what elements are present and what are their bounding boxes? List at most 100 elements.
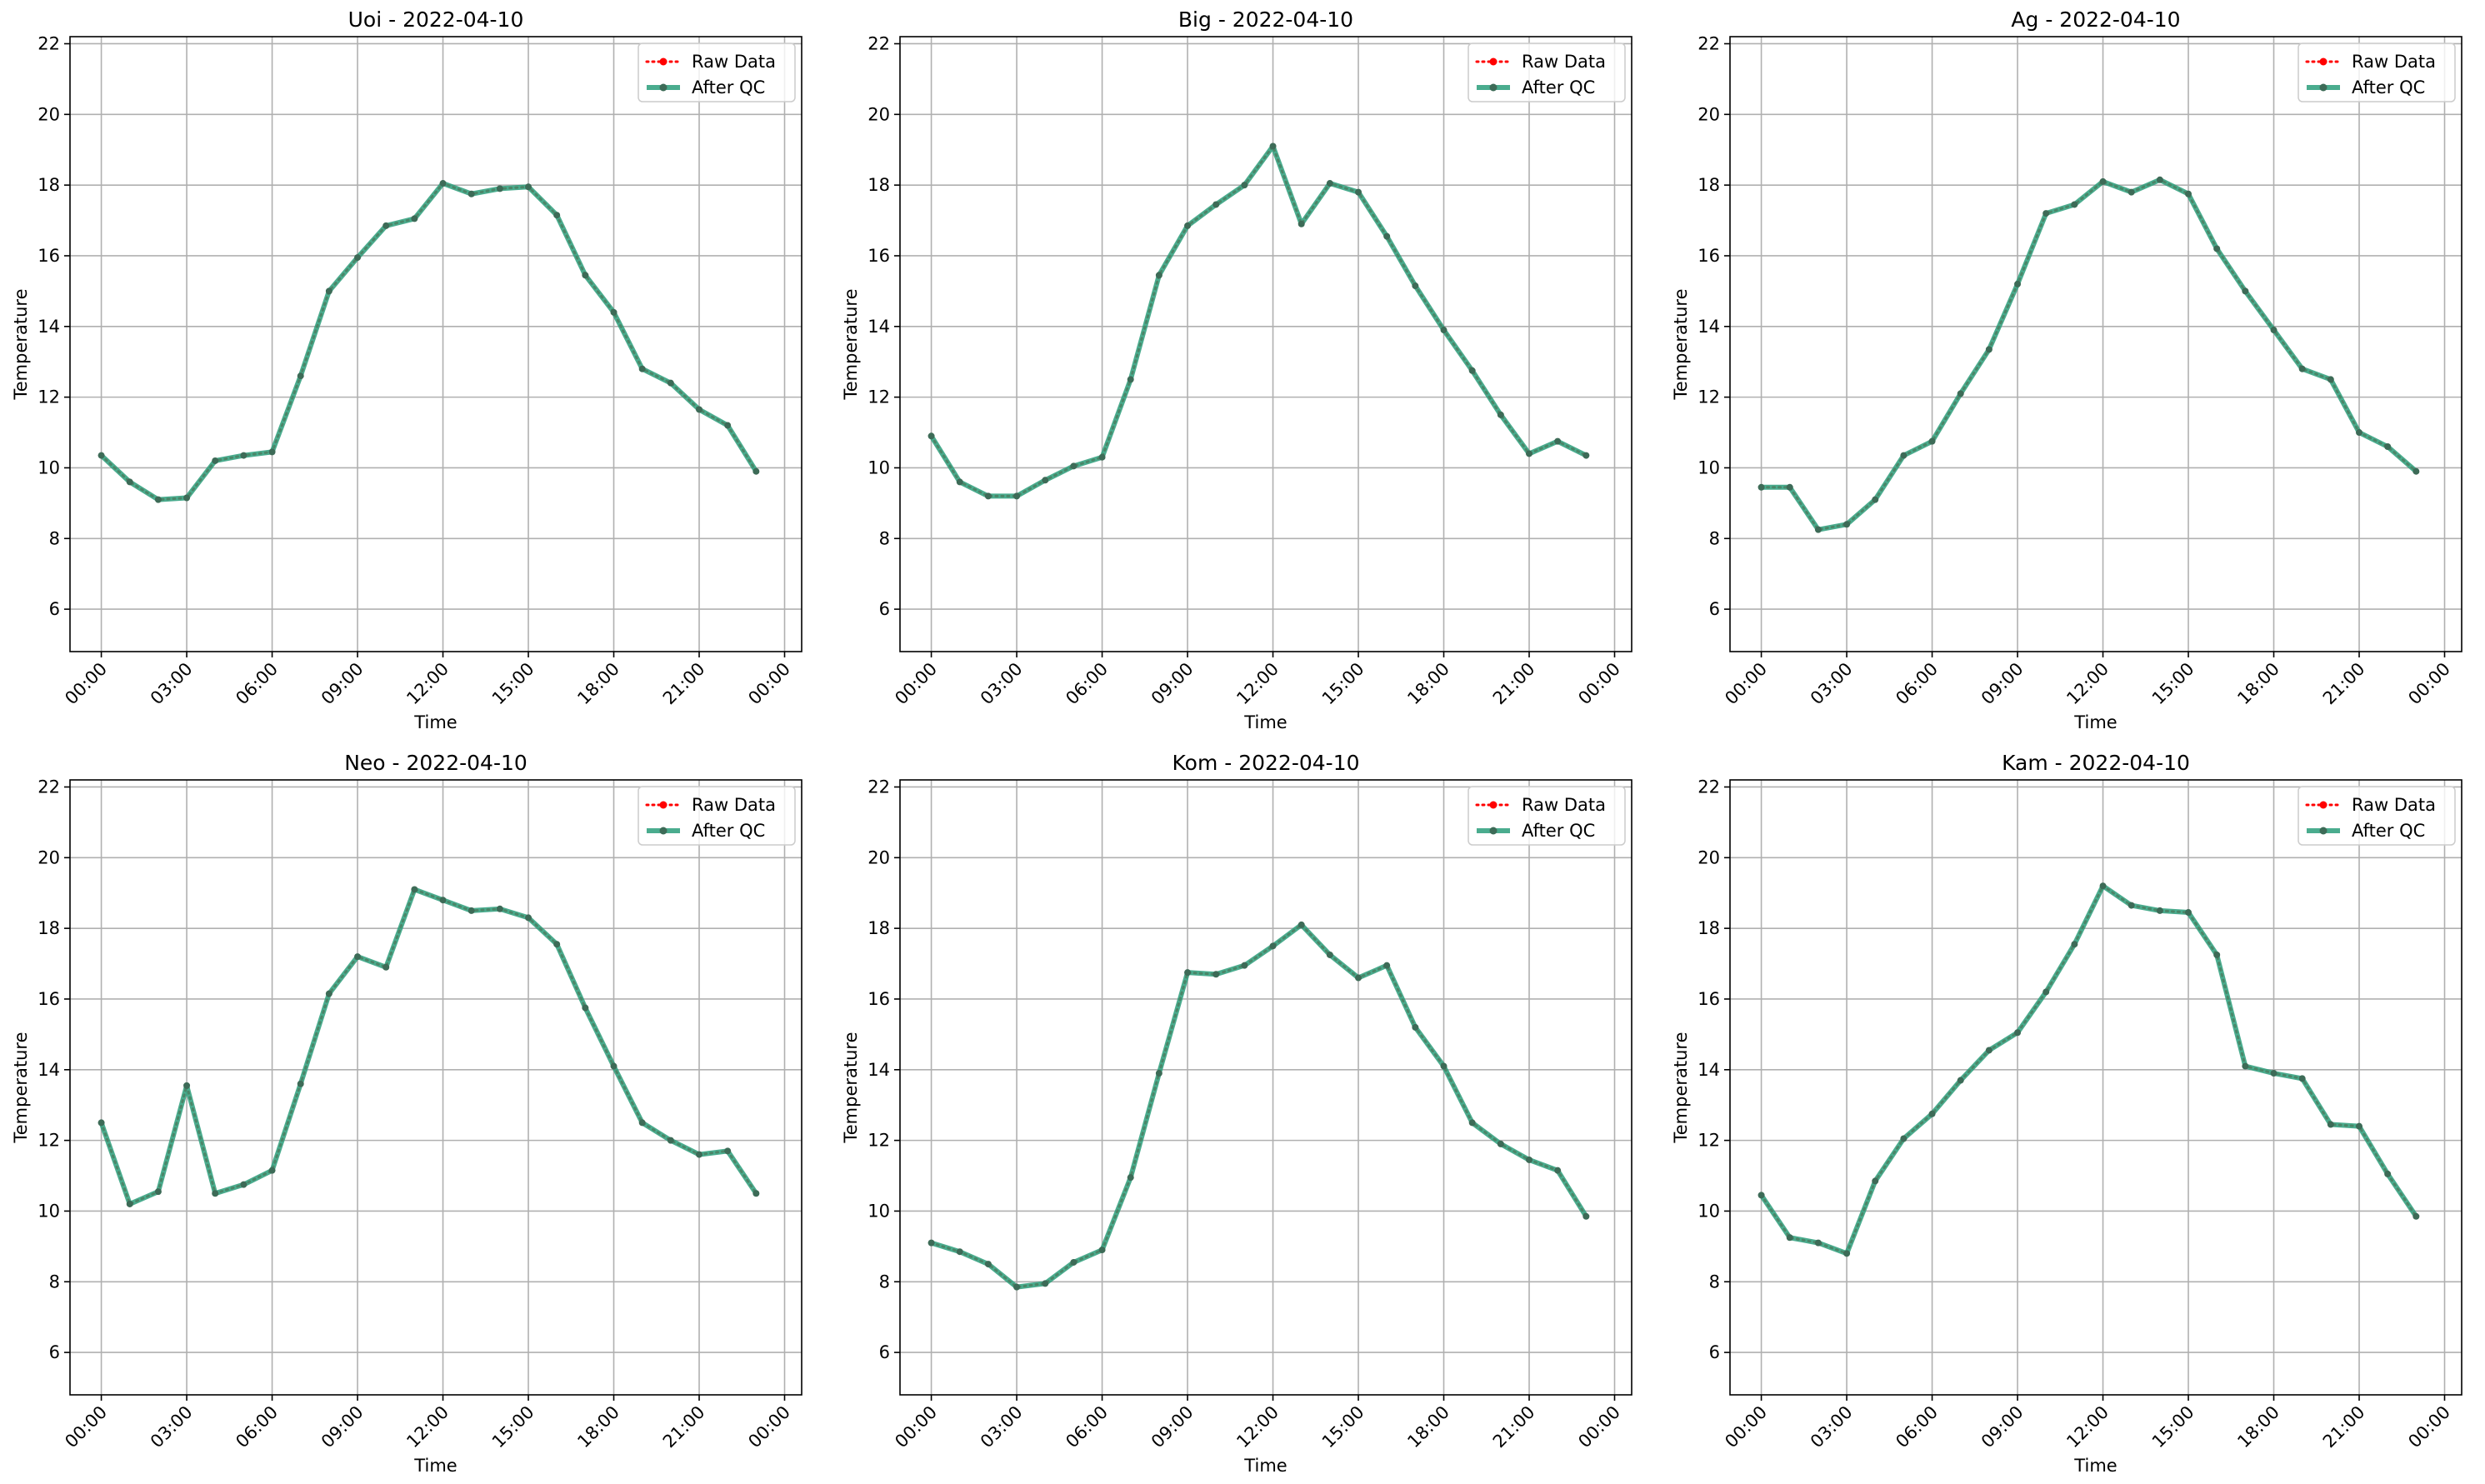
after-qc-point xyxy=(1383,962,1391,969)
y-tick-label: 6 xyxy=(879,599,890,619)
after-qc-point xyxy=(1155,272,1162,279)
x-tick-label: 06:00 xyxy=(1892,659,1942,709)
x-tick-label: 00:00 xyxy=(891,659,941,709)
y-tick-label: 20 xyxy=(38,847,60,867)
subplot-5: 6 8 10 12 14 16 18 20 22 00:00 03:00 06:00 09:00 12:0… xyxy=(1671,751,2462,1476)
y-tick-label: 22 xyxy=(868,777,890,797)
legend-qc-marker xyxy=(1489,827,1498,835)
legend-qc-label: After QC xyxy=(692,77,765,97)
legend: Raw Data After QC xyxy=(638,42,796,102)
plot-frame xyxy=(69,36,802,652)
x-tick-label: 09:00 xyxy=(318,659,368,709)
x-tick-label: 15:00 xyxy=(488,659,538,709)
after-qc-point xyxy=(212,457,219,464)
legend-qc-label: After QC xyxy=(1522,821,1595,841)
x-tick-label: 09:00 xyxy=(1148,659,1198,709)
after-qc-point xyxy=(1957,390,1964,397)
x-tick-label: 15:00 xyxy=(2148,659,2198,709)
legend-raw-marker xyxy=(659,801,668,809)
chart-title: Uoi - 2022-04-10 xyxy=(348,7,524,32)
after-qc-point xyxy=(1212,971,1220,978)
y-tick-label: 20 xyxy=(868,104,890,124)
after-qc-point xyxy=(1928,437,1936,445)
raw-data-line xyxy=(930,143,1588,497)
legend-raw-label: Raw Data xyxy=(2352,52,2436,72)
after-qc-point xyxy=(1355,188,1362,196)
after-qc-point xyxy=(2356,429,2363,437)
after-qc-point xyxy=(1900,1135,1908,1142)
after-qc-point xyxy=(1900,452,1908,459)
after-qc-point xyxy=(354,254,362,262)
after-qc-point xyxy=(1440,1062,1448,1070)
after-qc-point xyxy=(956,478,963,486)
after-qc-point xyxy=(2071,201,2078,208)
x-axis-label: Time xyxy=(2073,712,2117,732)
after-qc-point xyxy=(1070,462,1078,470)
y-tick-label: 20 xyxy=(1698,104,1720,124)
after-qc-point xyxy=(928,432,935,440)
x-tick-label: 09:00 xyxy=(1978,1402,2028,1452)
y-tick-label: 12 xyxy=(1698,387,1720,407)
after-qc-point xyxy=(1872,496,1879,503)
after-qc-point xyxy=(1468,1119,1476,1127)
subplot-2: 6 8 10 12 14 16 18 20 22 00:00 03:00 06:00 09:00 12:0… xyxy=(1671,7,2462,732)
after-qc-point xyxy=(183,1082,191,1089)
after-qc-point xyxy=(268,1167,276,1174)
after-qc-point xyxy=(183,494,191,502)
plot-frame xyxy=(899,36,1632,652)
legend-qc-marker xyxy=(2319,827,2328,835)
after-qc-point xyxy=(2014,1029,2022,1037)
x-tick-label: 06:00 xyxy=(1062,1402,1112,1452)
after-qc-point xyxy=(2099,177,2107,185)
after-qc-point xyxy=(411,886,418,893)
legend-raw-marker xyxy=(2319,801,2328,809)
after-qc-point xyxy=(2071,941,2078,948)
after-qc-point xyxy=(582,272,589,279)
chart-title: Neo - 2022-04-10 xyxy=(344,751,528,775)
after-qc-point xyxy=(268,448,276,456)
legend-raw-label: Raw Data xyxy=(692,52,776,72)
x-tick-label: 00:00 xyxy=(2404,659,2454,709)
after-qc-point xyxy=(1526,1156,1533,1163)
after-qc-point xyxy=(1042,477,1049,484)
after-qc-point xyxy=(1872,1177,1879,1185)
after-qc-point xyxy=(98,452,105,459)
after-qc-point xyxy=(1298,921,1305,928)
after-qc-point xyxy=(1098,453,1106,461)
y-tick-label: 10 xyxy=(38,1201,60,1221)
subplot-4: 6 8 10 12 14 16 18 20 22 00:00 03:00 06:00 09:00 12:0… xyxy=(841,751,1632,1476)
legend: Raw Data After QC xyxy=(2298,786,2456,846)
after-qc-line xyxy=(930,922,1588,1290)
x-tick-label: 03:00 xyxy=(977,659,1027,709)
after-qc-point xyxy=(1582,1212,1590,1220)
after-qc-point xyxy=(1241,962,1248,969)
after-qc-point xyxy=(411,215,418,222)
after-qc-point xyxy=(752,467,760,475)
after-qc-point xyxy=(382,222,390,229)
y-tick-label: 12 xyxy=(868,1131,890,1151)
x-tick-label: 00:00 xyxy=(2404,1402,2454,1452)
y-tick-label: 14 xyxy=(868,317,890,337)
after-qc-point xyxy=(638,1119,646,1127)
after-qc-point xyxy=(1758,1192,1765,1199)
x-axis-label: Time xyxy=(1243,712,1287,732)
y-tick-label: 22 xyxy=(1698,33,1720,53)
x-tick-label: 00:00 xyxy=(744,659,794,709)
after-qc-point xyxy=(724,1147,732,1155)
after-qc-point xyxy=(2014,280,2022,287)
legend-qc-marker xyxy=(1489,83,1498,92)
after-qc-point xyxy=(2156,907,2163,914)
y-tick-label: 12 xyxy=(38,1131,60,1151)
y-tick-label: 16 xyxy=(1698,246,1720,266)
after-qc-point xyxy=(240,1181,248,1188)
after-qc-point xyxy=(1985,1047,1992,1054)
after-qc-point xyxy=(1127,1174,1134,1182)
subplot-0: 6 8 10 12 14 16 18 20 22 00:00 03:00 06:00 09:00 12:0… xyxy=(11,7,802,732)
after-qc-point xyxy=(928,1239,935,1247)
y-axis-label: Temperature xyxy=(841,288,861,400)
after-qc-point xyxy=(2270,327,2278,334)
x-tick-label: 03:00 xyxy=(147,659,197,709)
after-qc-point xyxy=(1241,182,1248,189)
x-tick-label: 18:00 xyxy=(1403,659,1453,709)
after-qc-point xyxy=(2042,210,2050,217)
